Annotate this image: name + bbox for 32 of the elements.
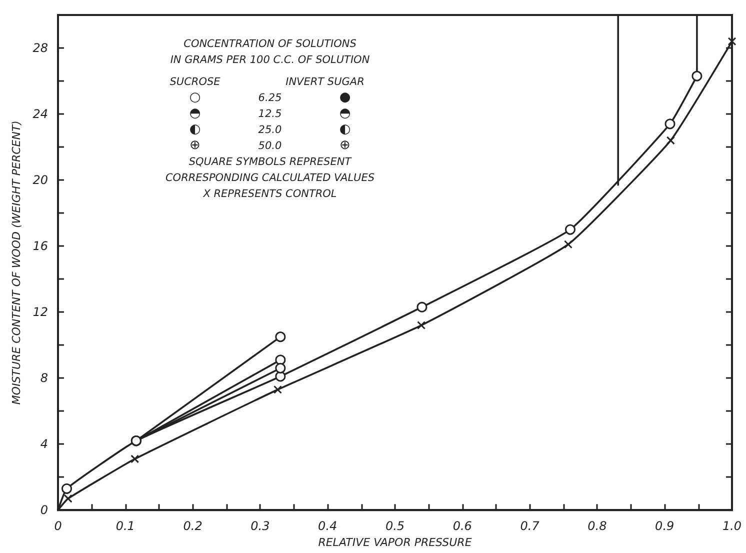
annotation: INVERT SUGAR [284,75,366,90]
annotation: CORRESPONDING CALCULATED VALUES [164,171,376,186]
y-tick-label: 4 [40,437,48,452]
annotation: X REPRESENTS CONTROL [202,187,338,202]
text: ⊕ 50.0 ⊕ [190,138,350,153]
x-tick-label: 0.5 [385,519,405,534]
annotation: SUCROSE [168,75,222,90]
y-tick-label: 24 [32,107,48,122]
x-tick-label: 0.8 [588,519,608,534]
x-tick-label: 0.2 [183,519,202,534]
x-tick-label: 0.9 [655,519,674,534]
x-tick-label: 1.0 [722,519,742,534]
annotation: CONCENTRATION OF SOLUTIONS [182,37,358,52]
y-tick-label: 28 [32,41,48,56]
text: ◐ 25.0 ◐ [189,122,351,137]
annotation: SQUARE SYMBOLS REPRESENT [188,155,353,170]
y-tick-label: 0 [40,503,48,518]
annotation: IN GRAMS PER 100 C.C. OF SOLUTION [169,53,371,68]
y-tick-label: 16 [32,239,48,254]
text: ○ 6.25 ● [189,90,351,105]
x-tick-label: 0.6 [452,519,472,534]
y-tick-label: 8 [40,371,48,386]
y-tick-label: 12 [32,305,48,320]
x-tick-label: 0.1 [116,519,135,534]
text: ◓ 12.5 ◓ [189,106,351,121]
x-tick-label: 0.3 [250,519,270,534]
x-tick-label: 0.4 [318,519,338,534]
y-axis-title: MOISTURE CONTENT OF WOOD (WEIGHT PERCENT) [10,120,23,405]
x-tick-label: 0 [54,519,62,534]
x-tick-label: 0.7 [520,519,540,534]
x-axis-title: RELATIVE VAPOR PRESSURE [318,536,472,549]
y-tick-label: 20 [32,173,48,188]
